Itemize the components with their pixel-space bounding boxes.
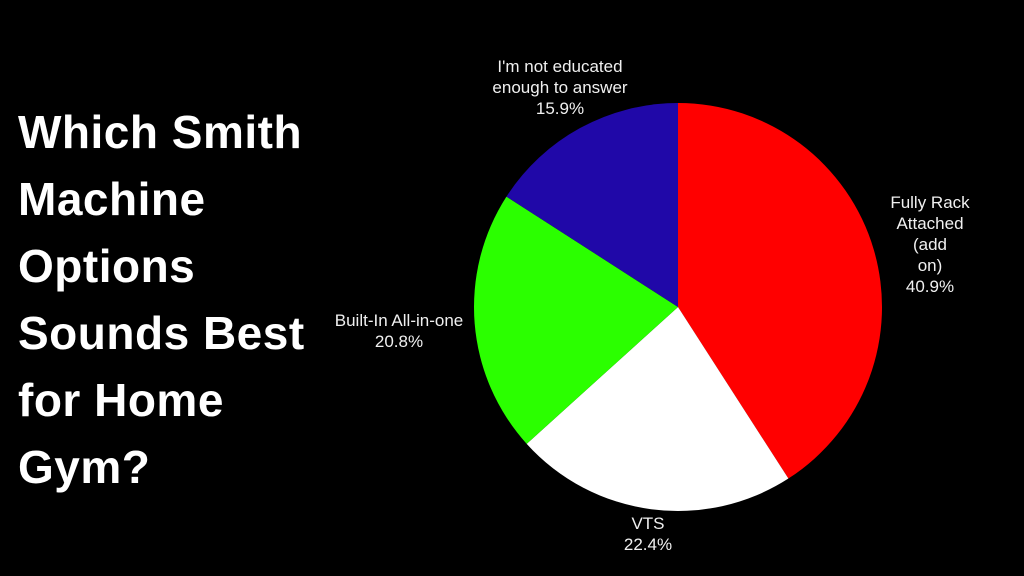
- pie-label-vts: VTS 22.4%: [623, 514, 673, 554]
- pie-slice: [506, 103, 678, 307]
- pie-slice: [473, 196, 678, 444]
- pie-label-built-in-all-in-one: Built-In All-in-one 20.8%: [334, 311, 464, 351]
- chart-title: Which Smith Machine Options Sounds Best …: [18, 106, 305, 493]
- pie-label-not-educated: I'm not educated enough to answer 15.9%: [492, 57, 628, 118]
- pie-label-fully-rack-attached: Fully Rack Attached (add on) 40.9%: [890, 193, 970, 296]
- pie-slice: [526, 307, 789, 512]
- pie-slice: [678, 103, 882, 479]
